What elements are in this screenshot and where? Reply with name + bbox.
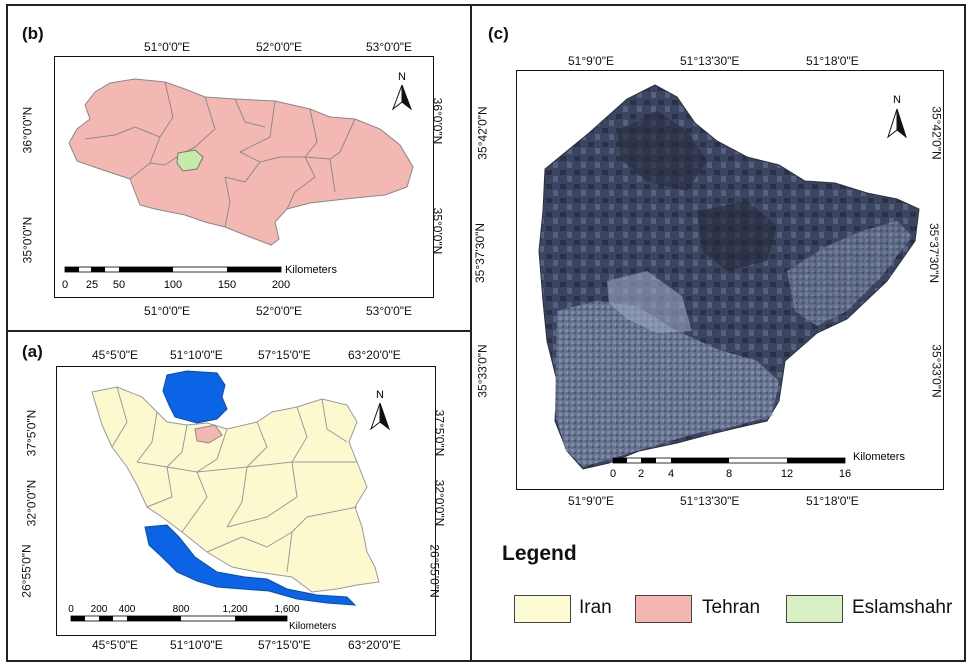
tehran-province-shape xyxy=(68,78,414,246)
panel-b-lon-top-1: 51°0'0"E xyxy=(144,40,191,54)
panel-a-lon-top-2: 51°10'0"E xyxy=(170,348,223,362)
iran-map: N 0 200 400 800 1,200 1,600 Kilometers xyxy=(68,370,391,632)
panel-c-lat-left-2: 35°37'30"N xyxy=(473,222,488,284)
scale-tick-c-16: 16 xyxy=(839,468,851,480)
scale-tick-b-50: 50 xyxy=(113,279,125,291)
scale-tick-a-200: 200 xyxy=(91,604,108,615)
caspian-sea xyxy=(162,370,228,424)
north-label-c: N xyxy=(893,94,901,106)
eslamshahr-highlight xyxy=(176,149,204,172)
panel-a-lat-left-1: 37°5'0"N xyxy=(24,409,39,457)
legend-panel: Legend Iran Tehran Eslamshahr xyxy=(470,532,966,662)
panel-c-lon-top-1: 51°9'0"E xyxy=(568,54,615,68)
scale-tick-a-800: 800 xyxy=(173,604,190,615)
panel-a-lon-top-4: 63°20'0"E xyxy=(348,348,401,362)
panel-a-map-frame: N 0 200 400 800 1,200 1,600 Kilometers xyxy=(56,366,436,636)
legend-title: Legend xyxy=(502,542,577,565)
legend-swatch-iran xyxy=(514,595,571,623)
north-arrow-c: N xyxy=(887,94,907,139)
scale-unit-c: Kilometers xyxy=(853,451,905,463)
scale-tick-a-400: 400 xyxy=(119,604,136,615)
panel-c-tag: (c) xyxy=(488,24,509,43)
panel-c-lon-top-3: 51°18'0"E xyxy=(806,54,859,68)
north-arrow-a: N xyxy=(369,389,391,431)
scale-unit-b: Kilometers xyxy=(285,264,337,276)
panel-c-lat-left-1: 35°42'0"N xyxy=(475,106,490,160)
scale-tick-b-150: 150 xyxy=(218,279,236,291)
panel-b-lon-bottom-2: 52°0'0"E xyxy=(256,304,303,318)
panel-b-lon-top-2: 52°0'0"E xyxy=(256,40,303,54)
legend-label-tehran: Tehran xyxy=(702,597,761,618)
scale-bar-b: 0 25 50 100 150 200 Kilometers xyxy=(62,264,338,291)
panel-b-map-frame: N 0 25 50 100 150 200 Kilometers xyxy=(54,56,434,298)
panel-b-tag: (b) xyxy=(22,24,44,43)
urban-area-light xyxy=(607,271,692,333)
scale-tick-c-12: 12 xyxy=(781,468,793,480)
legend-swatch-eslamshahr xyxy=(786,595,843,623)
legend-label-eslamshahr: Eslamshahr xyxy=(852,597,953,618)
scale-tick-b-25: 25 xyxy=(86,279,98,291)
scale-tick-a-0: 0 xyxy=(68,604,74,615)
urban-area-south xyxy=(555,301,779,467)
panel-b: (b) 51°0'0"E 52°0'0"E 53°0'0"E 51°0'0"E … xyxy=(6,4,472,332)
tehran-province-map: N 0 25 50 100 150 200 Kilometers xyxy=(62,71,414,291)
scale-tick-c-2: 2 xyxy=(638,468,644,480)
legend-label-iran: Iran xyxy=(579,597,612,618)
scale-tick-a-1200: 1,200 xyxy=(222,604,247,615)
panel-c-lat-left-3: 35°33'0"N xyxy=(475,344,490,398)
panel-b-lat-left-2: 35°0'0"N xyxy=(20,216,35,264)
scale-tick-b-100: 100 xyxy=(164,279,182,291)
dark-fields-center xyxy=(697,201,777,271)
panel-c-lon-bottom-3: 51°18'0"E xyxy=(806,494,859,508)
panel-a-lon-bottom-3: 57°15'0"E xyxy=(258,638,311,652)
panel-a-lon-bottom-4: 63°20'0"E xyxy=(348,638,401,652)
persian-gulf xyxy=(144,524,357,606)
scale-tick-c-4: 4 xyxy=(668,468,674,480)
panel-a-lon-top-3: 57°15'0"E xyxy=(258,348,311,362)
panel-a-lon-bottom-1: 45°5'0"E xyxy=(92,638,139,652)
panel-a: (a) 45°5'0"E 51°10'0"E 57°15'0"E 63°20'0… xyxy=(6,330,472,662)
panel-b-lon-top-3: 53°0'0"E xyxy=(366,40,413,54)
scale-tick-b-200: 200 xyxy=(272,279,290,291)
panel-c-lon-top-2: 51°13'30"E xyxy=(680,54,740,68)
tehran-highlight-a xyxy=(194,424,223,444)
panel-c-lon-bottom-2: 51°13'30"E xyxy=(680,494,740,508)
panel-a-lat-left-3: 26°55'0"N xyxy=(19,544,34,598)
iran-country-shape xyxy=(91,386,380,593)
scale-tick-c-0: 0 xyxy=(610,468,616,480)
panel-c: (c) 51°9'0"E 51°13'30"E 51°18'0"E 51°9'0… xyxy=(470,4,966,534)
panel-b-lon-bottom-1: 51°0'0"E xyxy=(144,304,191,318)
north-label-b: N xyxy=(398,71,406,83)
dark-fields-north xyxy=(617,111,707,191)
panel-c-lon-bottom-1: 51°9'0"E xyxy=(568,494,615,508)
eslamshahr-satellite-map: N 0 2 4 8 12 16 Kilometers xyxy=(538,84,920,480)
north-arrow-b: N xyxy=(391,71,413,111)
scale-unit-a: Kilometers xyxy=(289,621,336,632)
scale-bar-a: 0 200 400 800 1,200 1,600 Kilometers xyxy=(68,604,336,632)
scale-tick-b-0: 0 xyxy=(62,279,68,291)
panel-c-map-frame: N 0 2 4 8 12 16 Kilometers xyxy=(516,70,944,490)
county-boundaries-b xyxy=(84,81,356,228)
north-label-a: N xyxy=(376,389,384,401)
scale-tick-a-1600: 1,600 xyxy=(274,604,299,615)
panel-b-lon-bottom-3: 53°0'0"E xyxy=(366,304,413,318)
urban-area-east xyxy=(787,221,912,326)
panel-b-lat-left-1: 36°0'0"N xyxy=(20,106,35,154)
scale-bar-c: 0 2 4 8 12 16 Kilometers xyxy=(610,451,906,480)
panel-a-lon-bottom-2: 51°10'0"E xyxy=(170,638,223,652)
panel-a-tag: (a) xyxy=(22,342,43,361)
legend-swatch-tehran xyxy=(635,595,692,623)
province-boundaries-a xyxy=(111,386,358,573)
panel-a-lat-left-2: 32°0'0"N xyxy=(24,479,39,527)
scale-tick-c-8: 8 xyxy=(726,468,732,480)
panel-a-lon-top-1: 45°5'0"E xyxy=(92,348,139,362)
